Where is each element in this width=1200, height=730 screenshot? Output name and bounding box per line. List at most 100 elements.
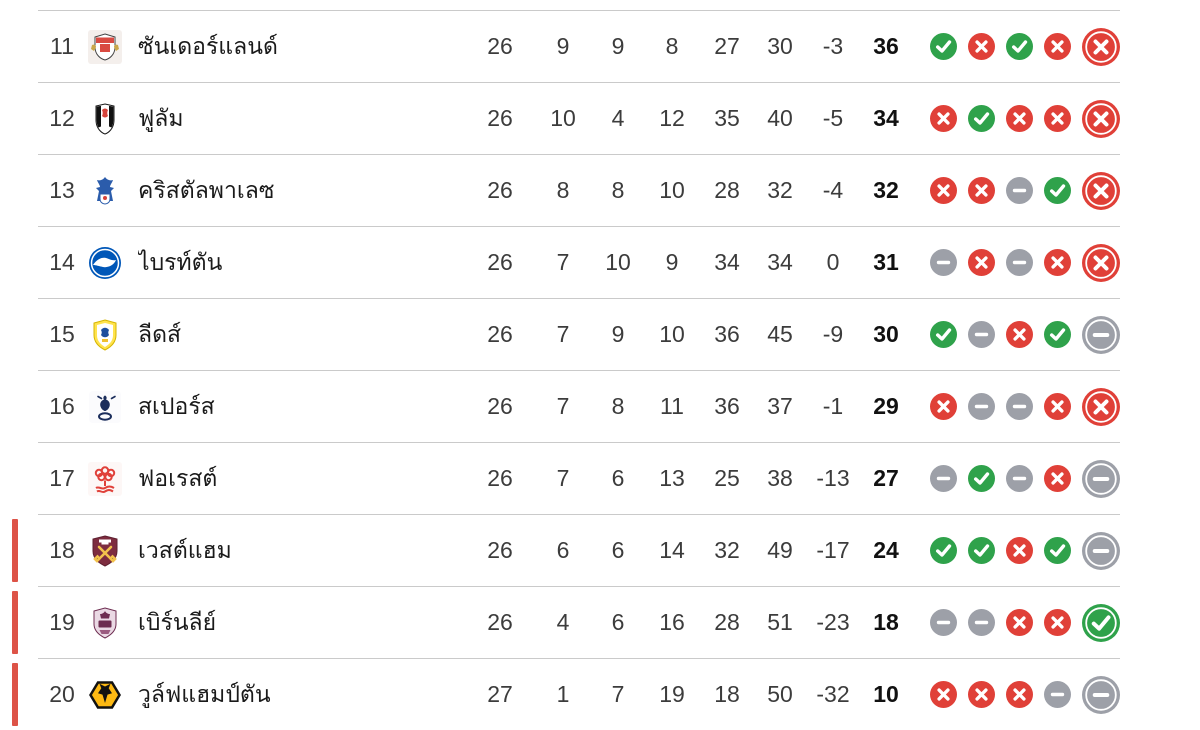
losses-cell: 16 xyxy=(659,609,685,635)
team-name[interactable]: เวสต์แฮม xyxy=(138,536,232,563)
form-icon-draw[interactable] xyxy=(930,465,957,492)
points-cell: 18 xyxy=(873,609,899,635)
team-name[interactable]: วูล์ฟแฮมป์ตัน xyxy=(138,680,271,707)
form-icon-win[interactable] xyxy=(930,321,957,348)
draws-cell: 10 xyxy=(605,249,631,275)
form-icon-loss[interactable] xyxy=(1006,537,1033,564)
form-cell xyxy=(918,675,1120,714)
table-row[interactable]: 11 ซันเดอร์แลนด์ 26 9 9 8 27 30 -3 36 xyxy=(38,10,1120,82)
position-cell: 13 xyxy=(49,177,75,203)
form-icon-loss[interactable] xyxy=(1006,681,1033,708)
team-name[interactable]: สเปอร์ส xyxy=(138,392,215,419)
goals-against-cell: 30 xyxy=(767,33,793,59)
losses-cell: 14 xyxy=(659,537,685,563)
form-icon-loss[interactable] xyxy=(930,177,957,204)
position-cell: 17 xyxy=(49,465,75,491)
goals-against-cell: 40 xyxy=(767,105,793,131)
form-icon-win[interactable] xyxy=(930,537,957,564)
form-icon-draw-latest[interactable] xyxy=(1082,531,1120,570)
form-icon-loss[interactable] xyxy=(930,681,957,708)
table-row[interactable]: 19 เบิร์นลีย์ 26 4 6 16 28 51 -23 18 xyxy=(12,586,1120,658)
points-cell: 36 xyxy=(873,33,899,59)
table-row[interactable]: 14 ไบรท์ตัน 26 7 10 9 34 34 0 31 xyxy=(38,226,1120,298)
goals-against-cell: 45 xyxy=(767,321,793,347)
table-row[interactable]: 15 ลีดส์ 26 7 9 10 36 45 -9 30 xyxy=(38,298,1120,370)
team-name[interactable]: ไบรท์ตัน xyxy=(138,248,223,275)
form-icon-loss[interactable] xyxy=(930,393,957,420)
played-cell: 26 xyxy=(487,33,513,59)
team-name[interactable]: ฟูลัม xyxy=(138,104,184,131)
form-icon-loss[interactable] xyxy=(1006,609,1033,636)
form-icon-loss[interactable] xyxy=(1044,393,1071,420)
form-icon-draw[interactable] xyxy=(968,393,995,420)
form-icon-win[interactable] xyxy=(968,465,995,492)
form-icon-loss-latest[interactable] xyxy=(1082,243,1120,282)
form-icon-loss[interactable] xyxy=(1044,465,1071,492)
form-icon-draw[interactable] xyxy=(1044,681,1071,708)
form-icon-draw[interactable] xyxy=(1006,177,1033,204)
table-row[interactable]: 17 ฟอเรสต์ 26 7 6 13 25 38 -13 27 xyxy=(38,442,1120,514)
form-icon-loss[interactable] xyxy=(968,33,995,60)
goal-diff-cell: -17 xyxy=(816,537,850,563)
team-name[interactable]: ฟอเรสต์ xyxy=(138,464,218,491)
form-icon-loss[interactable] xyxy=(1044,609,1071,636)
form-icon-win[interactable] xyxy=(1044,321,1071,348)
team-name[interactable]: ลีดส์ xyxy=(138,320,182,347)
form-icon-loss[interactable] xyxy=(1006,105,1033,132)
form-cell xyxy=(918,243,1120,282)
form-icon-draw[interactable] xyxy=(1006,249,1033,276)
form-icon-win[interactable] xyxy=(1006,33,1033,60)
draws-cell: 9 xyxy=(611,33,625,59)
table-row[interactable]: 13 คริสตัลพาเลซ 26 8 8 10 28 32 -4 32 xyxy=(38,154,1120,226)
form-cell xyxy=(918,171,1120,210)
form-icon-win[interactable] xyxy=(930,33,957,60)
table-row[interactable]: 18 เวสต์แฮม 26 6 6 14 32 49 -17 24 xyxy=(12,514,1120,586)
form-icon-loss[interactable] xyxy=(968,249,995,276)
form-icon-loss[interactable] xyxy=(968,177,995,204)
team-name[interactable]: เบิร์นลีย์ xyxy=(138,608,217,635)
played-cell: 26 xyxy=(487,537,513,563)
goals-for-cell: 35 xyxy=(714,105,740,131)
form-icon-draw-latest[interactable] xyxy=(1082,675,1120,714)
form-icon-draw-latest[interactable] xyxy=(1082,459,1120,498)
form-icon-win[interactable] xyxy=(1044,177,1071,204)
form-icon-draw[interactable] xyxy=(930,249,957,276)
relegation-marker xyxy=(12,519,18,582)
form-icon-loss-latest[interactable] xyxy=(1082,387,1120,426)
points-cell: 29 xyxy=(873,393,899,419)
form-icon-draw[interactable] xyxy=(968,321,995,348)
form-icon-win-latest[interactable] xyxy=(1082,603,1120,642)
relegation-marker xyxy=(12,663,18,726)
form-cell xyxy=(918,459,1120,498)
table-row[interactable]: 20 วูล์ฟแฮมป์ตัน 27 1 7 19 18 50 -32 10 xyxy=(12,658,1120,730)
form-cell xyxy=(918,531,1120,570)
form-icon-draw[interactable] xyxy=(930,609,957,636)
losses-cell: 12 xyxy=(659,105,685,131)
played-cell: 26 xyxy=(487,321,513,347)
form-icon-loss[interactable] xyxy=(968,681,995,708)
team-name[interactable]: คริสตัลพาเลซ xyxy=(138,176,275,203)
form-icon-loss[interactable] xyxy=(930,105,957,132)
form-icon-loss[interactable] xyxy=(1044,33,1071,60)
form-icon-loss[interactable] xyxy=(1044,105,1071,132)
form-icon-draw-latest[interactable] xyxy=(1082,315,1120,354)
table-row[interactable]: 16 สเปอร์ส 26 7 8 11 36 37 -1 29 xyxy=(38,370,1120,442)
table-row[interactable]: 12 ฟูลัม 26 10 4 12 35 40 -5 34 xyxy=(38,82,1120,154)
form-icon-loss-latest[interactable] xyxy=(1082,27,1120,66)
form-cell xyxy=(918,99,1120,138)
goals-against-cell: 32 xyxy=(767,177,793,203)
wins-cell: 8 xyxy=(556,177,570,203)
form-icon-loss[interactable] xyxy=(1044,249,1071,276)
form-icon-loss-latest[interactable] xyxy=(1082,99,1120,138)
form-icon-win[interactable] xyxy=(968,537,995,564)
wins-cell: 7 xyxy=(556,321,570,347)
form-icon-loss-latest[interactable] xyxy=(1082,171,1120,210)
goals-for-cell: 27 xyxy=(714,33,740,59)
form-icon-draw[interactable] xyxy=(1006,393,1033,420)
form-icon-draw[interactable] xyxy=(968,609,995,636)
form-icon-draw[interactable] xyxy=(1006,465,1033,492)
form-icon-win[interactable] xyxy=(1044,537,1071,564)
form-icon-loss[interactable] xyxy=(1006,321,1033,348)
team-name[interactable]: ซันเดอร์แลนด์ xyxy=(138,32,278,59)
form-icon-win[interactable] xyxy=(968,105,995,132)
